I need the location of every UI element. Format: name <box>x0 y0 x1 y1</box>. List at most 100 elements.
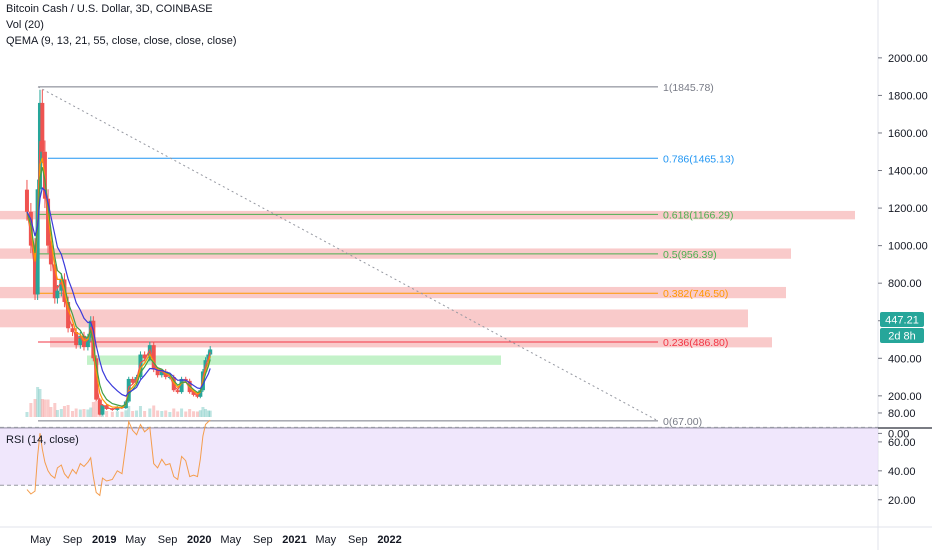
candle-body <box>78 335 83 346</box>
candle-body <box>55 290 60 299</box>
time-axis-label: Sep <box>253 534 273 546</box>
volume-bar <box>206 410 210 417</box>
time-axis-label: May <box>30 534 51 546</box>
candle-body <box>175 390 180 393</box>
time-axis-label: 2019 <box>92 534 116 546</box>
volume-bar <box>40 399 44 417</box>
candle-body <box>40 102 45 152</box>
rsi-axis-label: 60.00 <box>888 437 916 449</box>
ema-layer <box>26 141 211 410</box>
volume-bar <box>148 408 152 417</box>
candle-body <box>59 279 64 291</box>
candle-body <box>208 349 213 355</box>
candle-body <box>138 354 143 378</box>
candle-body <box>130 378 135 383</box>
volume-bar <box>49 407 53 417</box>
volume-bar <box>82 409 86 417</box>
rsi-legend[interactable]: RSI (14, close) <box>6 434 79 446</box>
fib-level-label: 0.236(486.80) <box>663 337 728 349</box>
fib-trend-line <box>37 86 659 422</box>
price-axis-label: 400.00 <box>888 353 922 365</box>
volume-bar <box>168 412 172 417</box>
rsi-axis-label: 40.00 <box>888 466 916 478</box>
candle-body <box>100 405 105 415</box>
volume-bar <box>138 406 142 417</box>
time-axis-label: May <box>125 534 146 546</box>
fibonacci-layer: 1(1845.78) 0.786(1465.13) 0.618(1166.29) 0.… <box>37 82 734 428</box>
volume-bar <box>135 410 139 417</box>
volume-bar <box>172 408 176 417</box>
candle-body <box>142 354 147 359</box>
candle-body <box>81 335 86 348</box>
last-price-badge: 447.21 <box>880 312 924 327</box>
candle-body <box>151 345 156 370</box>
volume-legend[interactable]: Vol (20) <box>6 19 44 31</box>
price-axis-label: 1200.00 <box>888 203 928 215</box>
volume-bar <box>46 399 50 417</box>
volume-bar <box>131 411 135 417</box>
volume-bar <box>184 411 188 417</box>
volume-bar <box>105 411 109 417</box>
candle-body <box>163 371 168 378</box>
candle-body <box>155 369 160 376</box>
price-axis-label: 0.00 <box>888 428 909 440</box>
volume-bar <box>124 410 128 417</box>
volume-bar <box>38 389 42 417</box>
rsi-panel[interactable] <box>0 419 878 497</box>
volume-bar <box>89 407 93 417</box>
rsi-line <box>26 419 211 497</box>
candle-body <box>97 399 102 415</box>
volume-bar <box>78 409 82 417</box>
rsi-axis-label: 80.00 <box>888 408 916 420</box>
candle-body <box>159 371 164 376</box>
time-axis-label: May <box>220 534 241 546</box>
qema-55-line <box>26 186 211 397</box>
price-axis-label: 800.00 <box>888 278 922 290</box>
volume-bar <box>201 407 205 417</box>
rsi-axis-label: 20.00 <box>888 495 916 507</box>
volume-bar <box>156 410 160 417</box>
volume-bar <box>176 411 180 417</box>
fib-level-label: 0.5(956.39) <box>663 249 717 261</box>
qema-21-line <box>26 167 211 407</box>
candle-body <box>24 189 29 212</box>
time-axis-label: Sep <box>63 534 83 546</box>
volume-bar <box>204 409 208 417</box>
candle-body <box>198 390 203 397</box>
fib-level-label: 0(67.00) <box>663 416 702 428</box>
volume-bar <box>25 412 29 417</box>
volume-bar <box>91 402 95 417</box>
volume-bar <box>110 411 114 417</box>
volume-bar <box>143 411 147 417</box>
fib-level-label: 1(1845.78) <box>663 82 714 94</box>
time-axis-label: May <box>315 534 336 546</box>
volume-bar <box>164 410 168 417</box>
symbol-title[interactable]: Bitcoin Cash / U.S. Dollar, 3D, COINBASE <box>6 3 213 15</box>
countdown-label: 2d 8h <box>888 331 916 343</box>
time-axis-label: Sep <box>348 534 368 546</box>
volume-bar <box>208 410 212 417</box>
resistance-zone <box>0 286 786 299</box>
price-axis-label: 2000.00 <box>888 53 928 65</box>
countdown-badge: 2d 8h <box>880 328 924 343</box>
time-axis[interactable]: May Sep 2019 May Sep 2020 May Sep 2021 May Sep 2022 <box>30 534 402 546</box>
volume-bar <box>62 406 66 417</box>
time-axis-label: 2022 <box>377 534 401 546</box>
support-zone <box>87 355 501 365</box>
rsi-axis[interactable]: 80.00 60.00 40.00 20.00 <box>878 408 916 507</box>
volume-bar <box>74 408 78 417</box>
qema-legend[interactable]: QEMA (9, 13, 21, 55, close, close, close… <box>6 35 237 47</box>
price-axis-label: 1000.00 <box>888 241 928 253</box>
candle-body <box>179 378 184 393</box>
price-axis-label: 1800.00 <box>888 90 928 102</box>
fib-level-label: 0.382(746.50) <box>663 288 728 300</box>
volume-bar <box>71 411 75 417</box>
volume-bar <box>66 405 70 417</box>
volume-bar <box>127 406 131 417</box>
volume-bar <box>120 411 124 417</box>
volume-bar <box>152 405 156 417</box>
price-axis-label: 1600.00 <box>888 128 928 140</box>
price-axis[interactable]: 2000.00 1800.00 1600.00 1400.00 1200.00 1000.… <box>878 53 928 441</box>
time-axis-label: 2020 <box>187 534 211 546</box>
